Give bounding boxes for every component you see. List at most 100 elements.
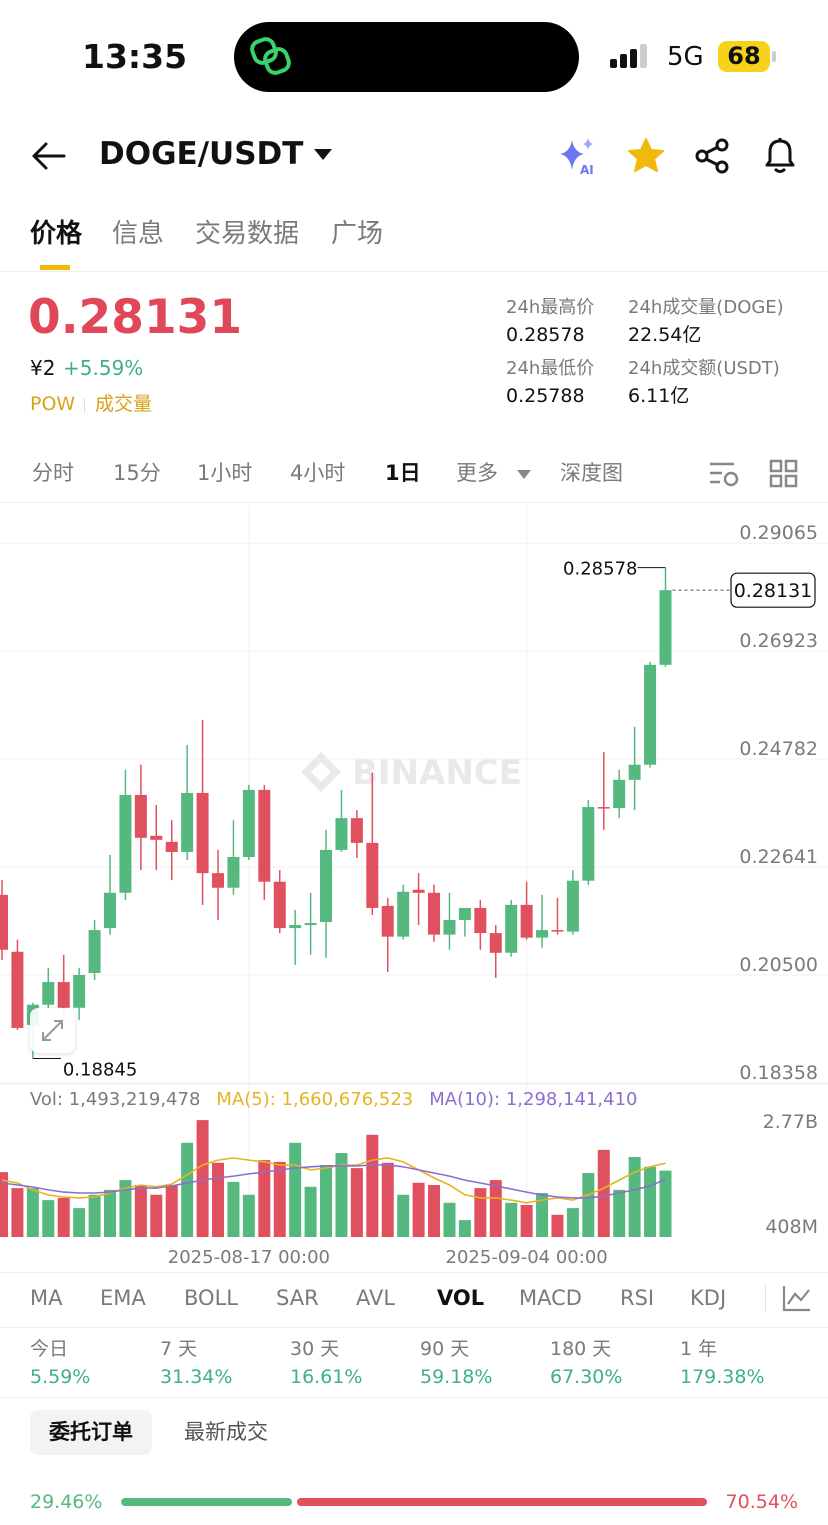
buy-ratio: 29.46% bbox=[30, 1491, 103, 1513]
tag[interactable]: POW bbox=[30, 393, 76, 415]
price-change: +5.59% bbox=[63, 356, 144, 380]
candle-body bbox=[597, 807, 610, 809]
candle-body bbox=[458, 907, 471, 921]
share-button[interactable] bbox=[694, 137, 732, 175]
sell-bar bbox=[297, 1498, 707, 1506]
legend-entry: MA(5): 1,660,676,523 bbox=[216, 1089, 413, 1110]
last-price-tag bbox=[730, 572, 816, 608]
candle-body bbox=[520, 904, 533, 938]
candle-body bbox=[242, 789, 255, 857]
y-tick-label: 0.22641 bbox=[739, 846, 818, 868]
volume-bar bbox=[273, 1161, 286, 1237]
candle-body bbox=[335, 818, 348, 850]
volume-bar bbox=[104, 1189, 117, 1237]
tag[interactable]: 成交量 bbox=[95, 393, 153, 415]
volume-bar bbox=[566, 1208, 579, 1237]
candle-body bbox=[0, 894, 8, 950]
stat-label: 24h成交额(USDT) bbox=[628, 358, 780, 379]
watermark: BINANCE bbox=[301, 752, 522, 793]
indicator[interactable]: BOLL bbox=[184, 1286, 238, 1310]
tab[interactable]: 交易数据 bbox=[195, 219, 300, 249]
volume-legend: Vol: 1,493,219,478 bbox=[30, 1089, 200, 1110]
tab-active[interactable]: 价格 bbox=[30, 219, 83, 249]
back-button[interactable] bbox=[31, 141, 67, 171]
indicator[interactable]: MA bbox=[30, 1286, 63, 1310]
period-label: 7 天 bbox=[160, 1338, 198, 1360]
indicator[interactable]: SAR bbox=[276, 1286, 319, 1310]
interval-active[interactable]: 1日 bbox=[385, 461, 421, 485]
volume-bar bbox=[258, 1160, 271, 1237]
more-caret[interactable] bbox=[517, 470, 531, 479]
candle-body bbox=[566, 880, 579, 932]
tab[interactable]: 信息 bbox=[112, 219, 165, 249]
divider bbox=[0, 502, 828, 503]
candle-body bbox=[273, 881, 286, 929]
y-tick-label: 0.29065 bbox=[739, 522, 818, 544]
alert-button[interactable] bbox=[761, 136, 799, 176]
indicator[interactable]: EMA bbox=[100, 1286, 146, 1310]
order-tab-active[interactable]: 委托订单 bbox=[30, 1410, 152, 1455]
period-change: 31.34% bbox=[160, 1366, 233, 1388]
high-marker-label: 0.28578 bbox=[563, 559, 637, 580]
separator bbox=[765, 1284, 766, 1312]
period-change: 59.18% bbox=[420, 1366, 493, 1388]
interval[interactable]: 15分 bbox=[113, 461, 161, 485]
interval[interactable]: 分时 bbox=[32, 461, 74, 485]
pair-title[interactable]: DOGE/USDT bbox=[99, 136, 304, 172]
volume-bar bbox=[134, 1185, 147, 1237]
stat-value: 22.54亿 bbox=[628, 324, 702, 346]
tab-indicator bbox=[40, 265, 70, 270]
candle-body bbox=[104, 892, 117, 929]
candle-body bbox=[88, 930, 101, 973]
candle-body bbox=[320, 849, 333, 923]
candle-body bbox=[582, 807, 595, 881]
legend-entry: MA(10): 1,298,141,410 bbox=[429, 1089, 637, 1110]
candle-body bbox=[73, 974, 86, 1008]
volume-bar bbox=[73, 1208, 86, 1237]
layout-button[interactable] bbox=[769, 459, 799, 489]
divider bbox=[0, 1397, 828, 1398]
ai-button[interactable]: AI bbox=[558, 136, 598, 176]
indicator-active[interactable]: VOL bbox=[437, 1286, 485, 1310]
volume-bar bbox=[42, 1200, 55, 1237]
last-price-label: 0.28131 bbox=[734, 580, 813, 602]
chart-settings-button[interactable] bbox=[708, 460, 740, 488]
favorite-button[interactable] bbox=[627, 138, 665, 174]
volume-bar bbox=[165, 1185, 178, 1237]
indicator[interactable]: KDJ bbox=[690, 1286, 727, 1310]
ma-line bbox=[1, 1164, 666, 1199]
interval[interactable]: 深度图 bbox=[560, 461, 623, 485]
candle-body bbox=[489, 933, 502, 953]
tab[interactable]: 广场 bbox=[331, 219, 384, 249]
order-tab[interactable]: 最新成交 bbox=[184, 1420, 268, 1444]
stat-value: 0.28578 bbox=[506, 324, 585, 346]
volume-bar bbox=[0, 1172, 8, 1237]
candle-body bbox=[350, 818, 363, 843]
volume-bar bbox=[381, 1162, 394, 1237]
interval[interactable]: 1小时 bbox=[197, 461, 253, 485]
x-tick-label: 2025-09-04 00:00 bbox=[446, 1247, 608, 1268]
indicator[interactable]: AVL bbox=[356, 1286, 396, 1310]
volume-bar bbox=[428, 1185, 441, 1237]
candle-body bbox=[57, 982, 70, 1008]
interval[interactable]: 4小时 bbox=[290, 461, 346, 485]
network: 5G bbox=[667, 42, 704, 72]
volume-bar bbox=[628, 1157, 641, 1237]
fullscreen-button[interactable] bbox=[30, 1008, 75, 1053]
period-change: 179.38% bbox=[680, 1366, 765, 1388]
volume-bar bbox=[350, 1168, 363, 1237]
volume-bar bbox=[26, 1188, 39, 1237]
volume-bar bbox=[119, 1180, 132, 1237]
interval[interactable]: 更多 bbox=[456, 461, 498, 485]
indicator[interactable]: MACD bbox=[519, 1286, 582, 1310]
volume-bar bbox=[412, 1182, 425, 1237]
pair-caret[interactable] bbox=[314, 149, 332, 161]
period-label: 30 天 bbox=[290, 1338, 340, 1360]
indicator-settings-button[interactable] bbox=[782, 1284, 812, 1312]
candle-body bbox=[613, 779, 626, 809]
candle-body bbox=[304, 923, 317, 926]
candle-body bbox=[289, 925, 302, 929]
indicator[interactable]: RSI bbox=[620, 1286, 655, 1310]
